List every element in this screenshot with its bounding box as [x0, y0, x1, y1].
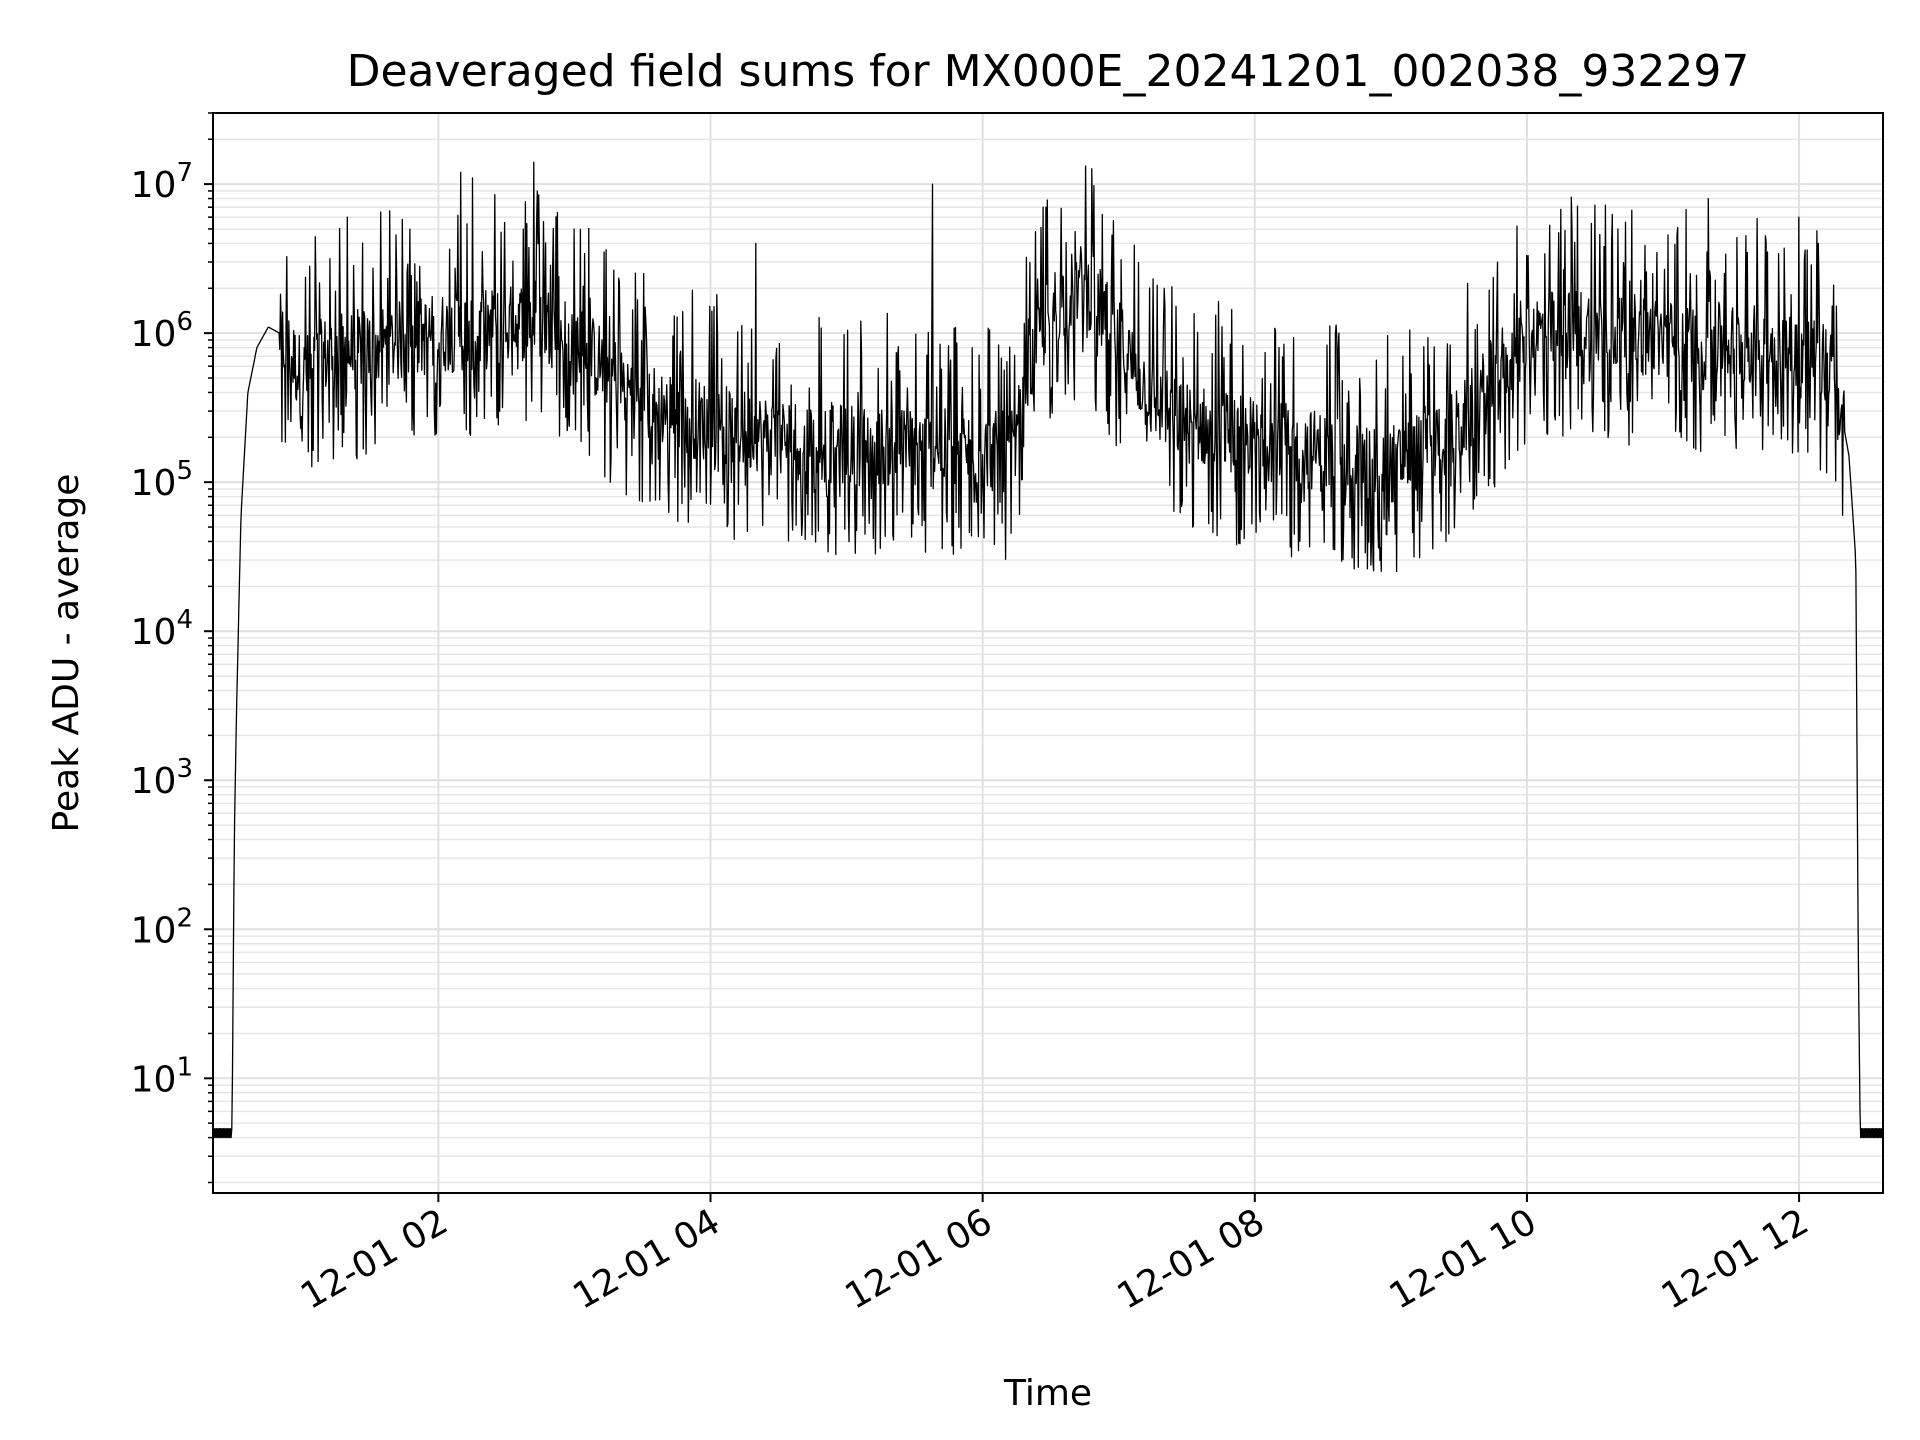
y-tick-label: 102 — [131, 903, 193, 951]
y-tick-label: 107 — [131, 158, 193, 206]
chart-title: Deaveraged field sums for MX000E_2024120… — [347, 46, 1750, 97]
y-tick-label: 103 — [131, 754, 193, 802]
y-tick-label: 105 — [131, 456, 193, 504]
y-tick-label: 104 — [131, 605, 193, 653]
y-tick-label: 101 — [131, 1052, 193, 1100]
y-tick-label: 106 — [131, 307, 193, 355]
plot-area — [212, 161, 1884, 1139]
series-line — [212, 161, 1884, 1139]
x-axis-label: Time — [1003, 1373, 1092, 1414]
plot-frame — [212, 112, 1884, 1194]
y-axis-label: Peak ADU - average — [46, 474, 87, 833]
